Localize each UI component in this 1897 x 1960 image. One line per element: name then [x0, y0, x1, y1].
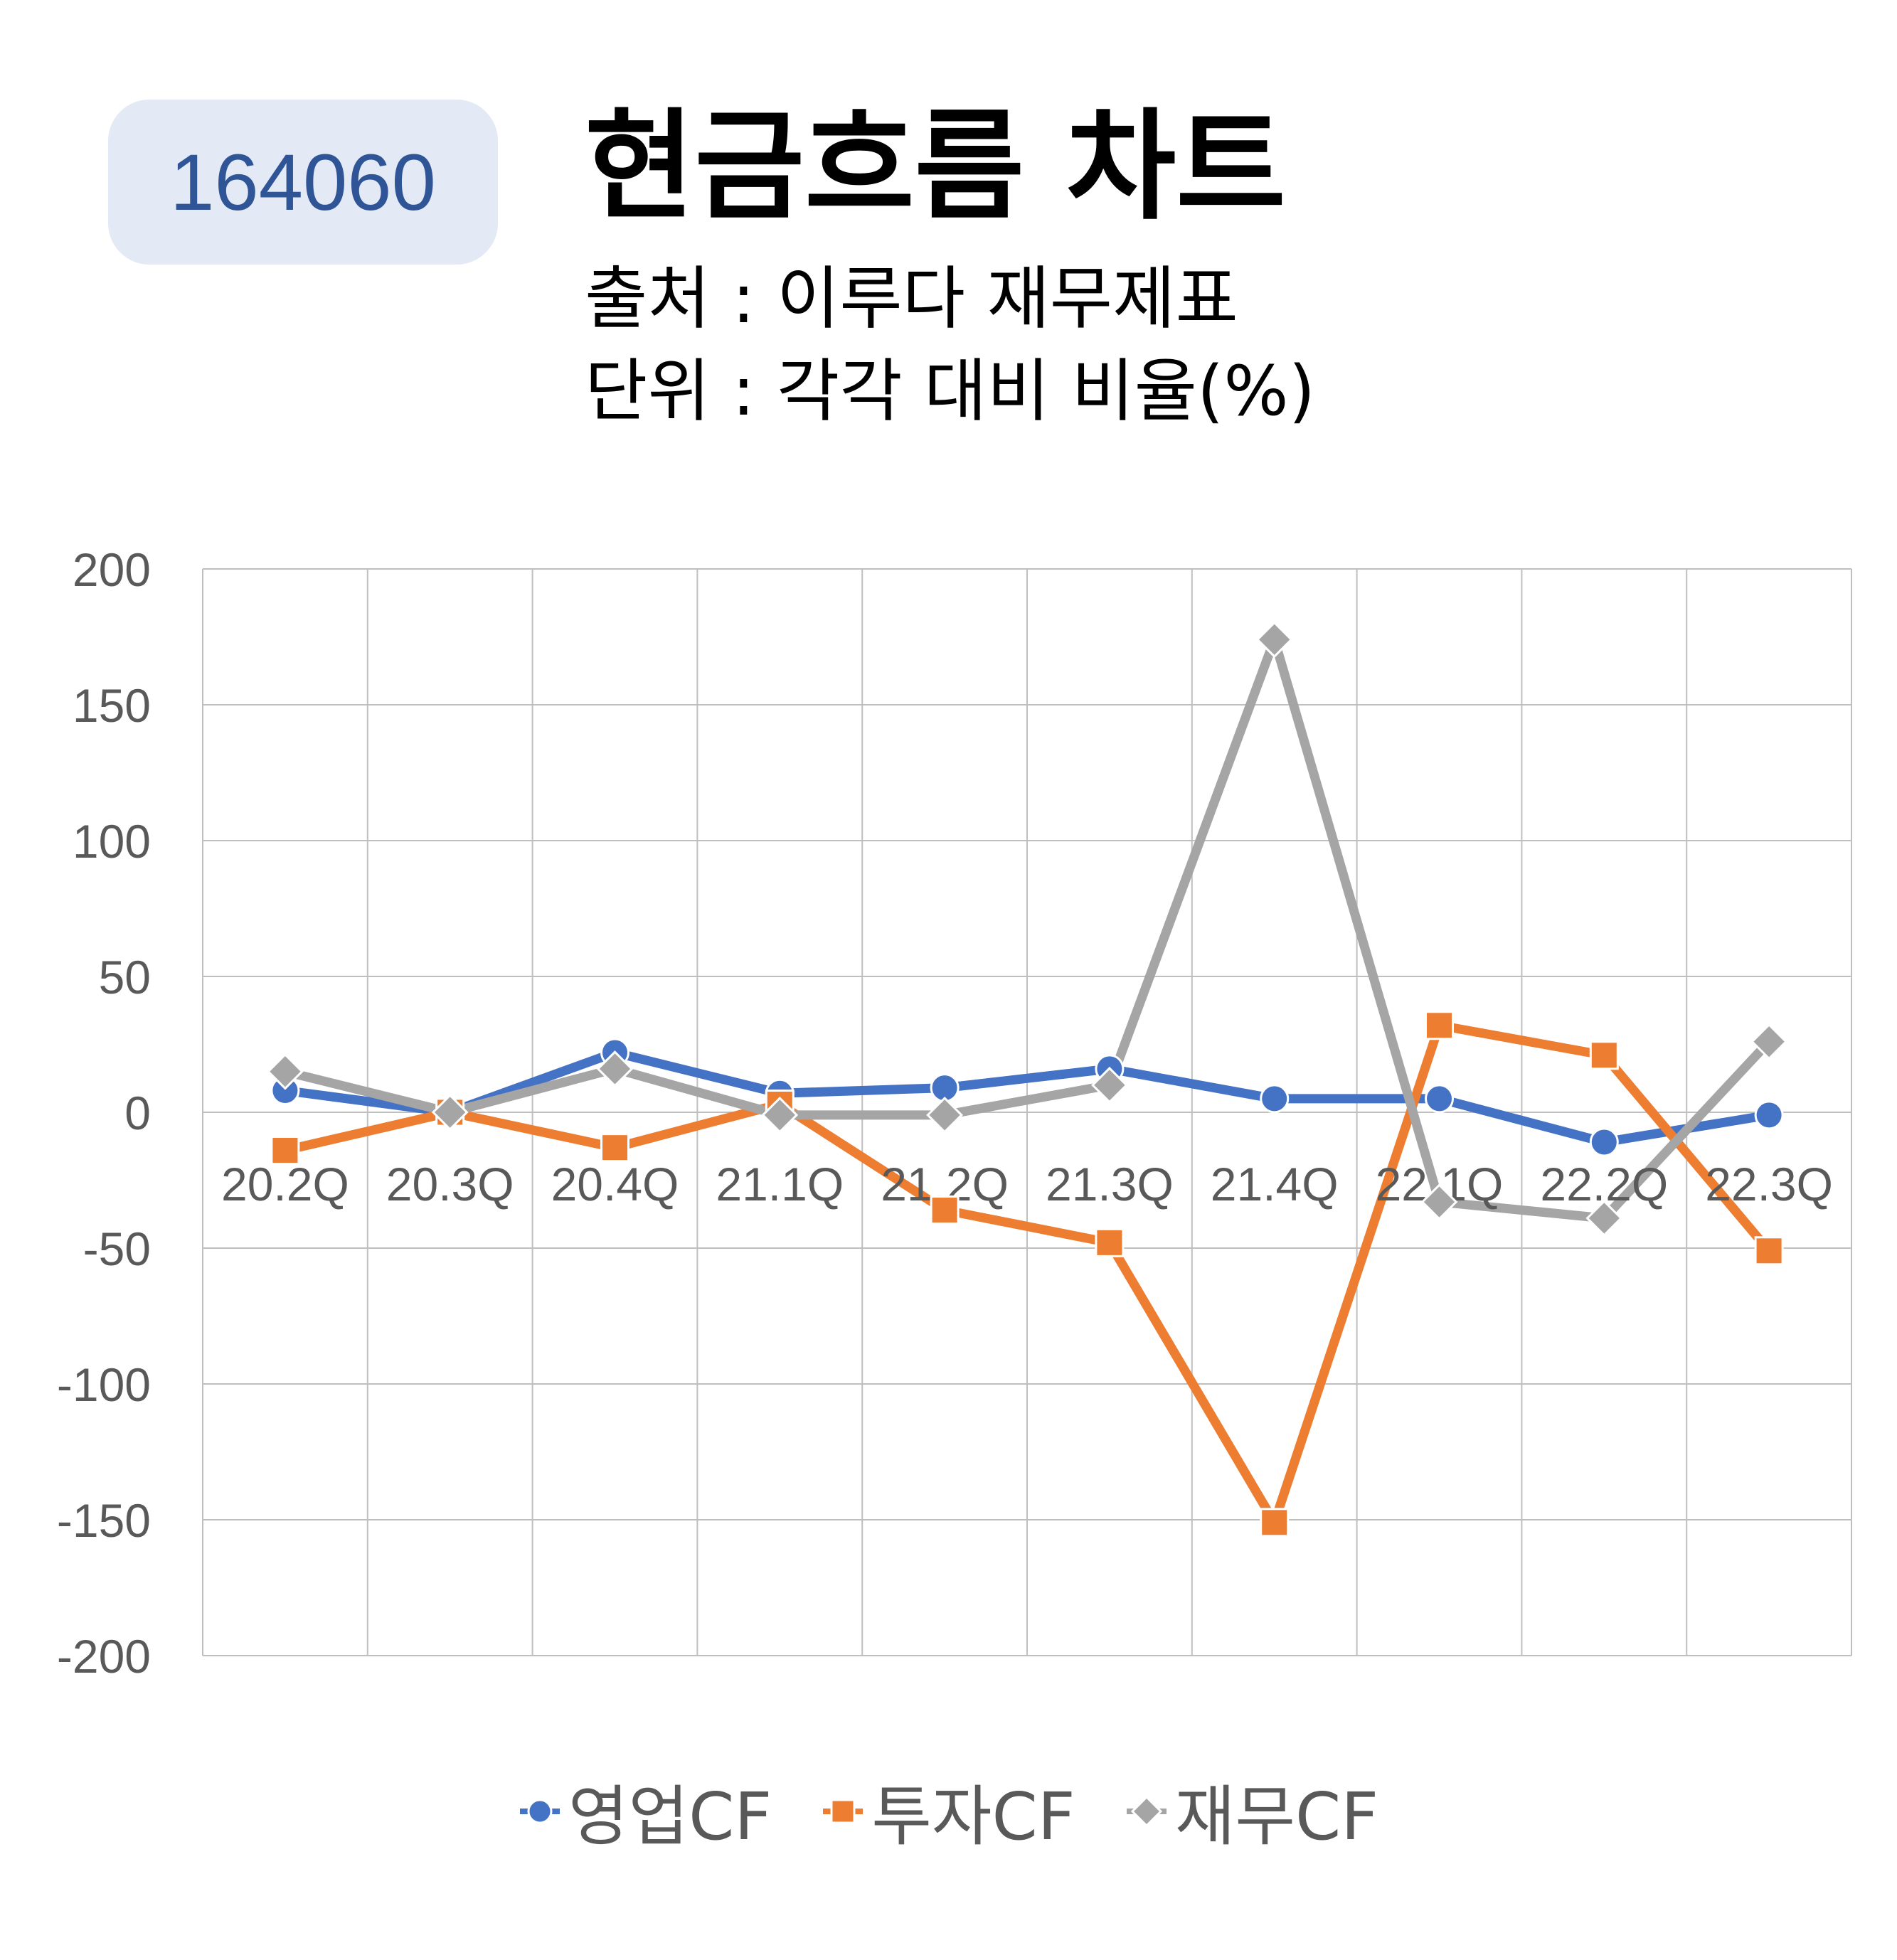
data-point-diamond: [596, 1050, 634, 1087]
legend-label: 영업CF: [568, 1779, 772, 1855]
data-point-diamond: [761, 1096, 799, 1134]
x-tick-label: 21.4Q: [1211, 1158, 1339, 1210]
data-point-diamond: [1750, 1023, 1787, 1060]
y-tick-label: -100: [57, 1358, 151, 1411]
series-line: [284, 1021, 1773, 1528]
data-point-square: [1260, 1508, 1290, 1538]
data-point-square: [270, 1135, 300, 1165]
x-tick-label: 20.4Q: [551, 1158, 679, 1210]
y-tick-label: 200: [73, 543, 151, 596]
data-point-circle: [1260, 1084, 1290, 1114]
series-line: [284, 634, 1773, 1223]
x-tick-label: 21.3Q: [1046, 1158, 1174, 1210]
series-line: [285, 1048, 1770, 1147]
data-point-diamond: [267, 1053, 304, 1090]
legend-circle-icon: [519, 1799, 560, 1823]
data-point-circle: [527, 1799, 553, 1823]
legend-item: 영업CF: [519, 1764, 772, 1858]
stock-code-badge: 164060: [108, 100, 498, 265]
x-tick-label: 20.2Q: [221, 1158, 349, 1210]
y-tick-label: 0: [124, 1087, 151, 1139]
y-tick-label: -150: [57, 1494, 151, 1547]
data-point-diamond: [1130, 1795, 1162, 1827]
data-point-diamond: [1420, 1183, 1458, 1220]
y-tick-label: 50: [99, 951, 151, 1003]
legend-item: 투자CF: [822, 1764, 1075, 1858]
data-point-diamond: [1091, 1066, 1128, 1104]
y-tick-label: -50: [83, 1223, 151, 1275]
data-point-square: [930, 1195, 960, 1225]
data-point-square: [1589, 1040, 1619, 1070]
y-tick-label: 100: [73, 815, 151, 868]
chart-legend: 영업CF 투자CF 재무CF: [0, 1764, 1897, 1858]
data-point-circle: [1589, 1127, 1619, 1157]
stock-code: 164060: [170, 137, 436, 227]
data-point-circle: [1754, 1100, 1784, 1130]
data-point-square: [1754, 1236, 1784, 1266]
legend-label: 투자CF: [871, 1779, 1075, 1855]
data-point-square: [830, 1799, 856, 1823]
data-point-square: [1425, 1011, 1454, 1040]
data-point-diamond: [431, 1094, 469, 1131]
data-point-square: [1095, 1227, 1125, 1257]
legend-square-icon: [823, 1799, 864, 1823]
x-tick-label: 22.3Q: [1705, 1158, 1833, 1210]
y-tick-label: -200: [57, 1630, 151, 1683]
y-tick-label: 150: [73, 679, 151, 732]
cashflow-line-chart: 200 150 100 50 0 -50 -100 -150 -200 20.2Q 20.3Q 20…: [57, 543, 1852, 1683]
data-point-diamond: [1585, 1200, 1623, 1237]
source-text: 출처 : 이루다 재무제표: [585, 259, 1238, 339]
chart-title: 현금흐름 차트: [585, 97, 1286, 236]
data-point-circle: [1425, 1084, 1454, 1114]
legend-label: 재무CF: [1174, 1779, 1379, 1855]
unit-text: 단위 : 각각 대비 비율(%): [585, 351, 1316, 431]
data-point-diamond: [926, 1096, 963, 1134]
x-tick-label: 21.1Q: [716, 1158, 844, 1210]
legend-diamond-icon: [1126, 1795, 1167, 1827]
legend-item: 재무CF: [1125, 1764, 1378, 1858]
x-tick-label: 20.3Q: [386, 1158, 514, 1210]
data-point-diamond: [1255, 621, 1293, 659]
data-point-square: [600, 1133, 629, 1163]
